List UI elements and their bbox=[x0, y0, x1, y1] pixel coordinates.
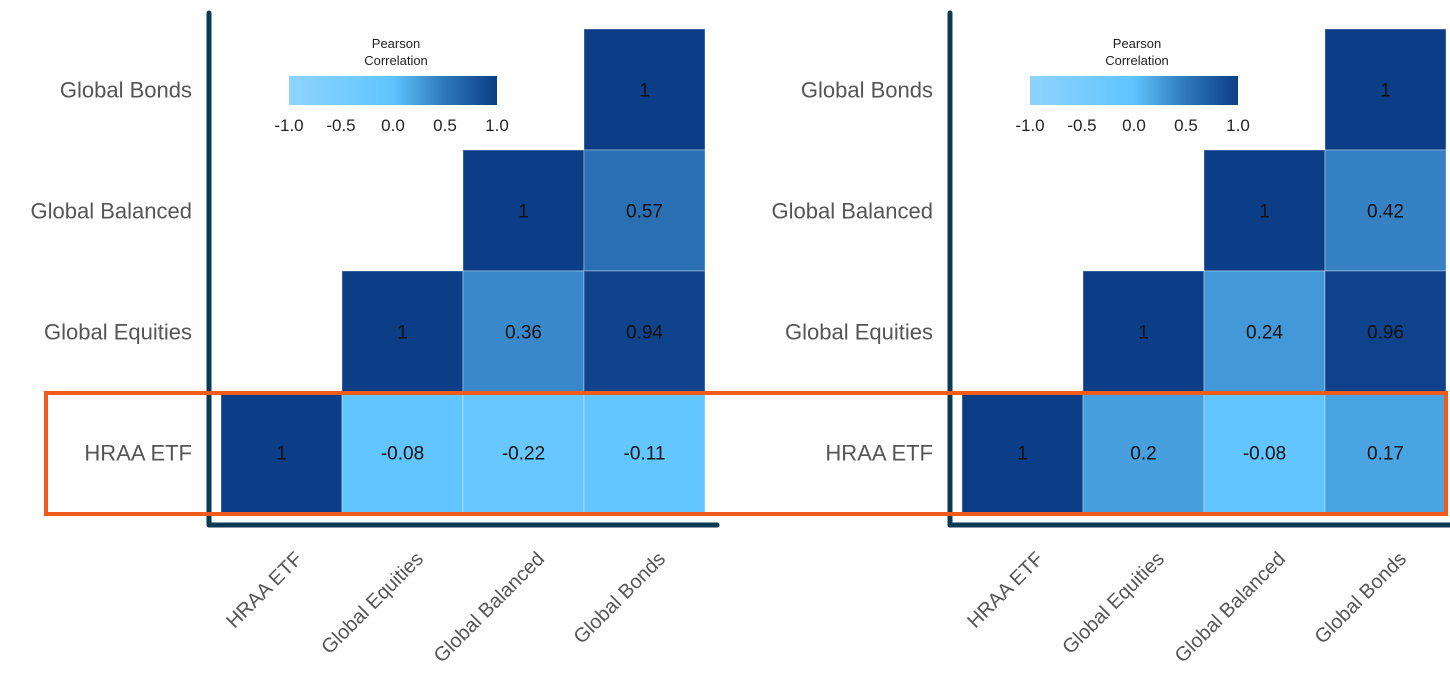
cell-value-label: 0.17 bbox=[1367, 444, 1404, 465]
heatmap-cell bbox=[1203, 270, 1326, 393]
colorbar-tick-label: 0.0 bbox=[381, 116, 405, 135]
heatmap-panel-2: 1 1 0.42 1 0.24 0.96 1 0.2 -0.08 0.17 Global Bonds… bbox=[772, 10, 1450, 667]
colorbar-title-line2: Correlation bbox=[364, 53, 428, 68]
cell-value-label: 1 bbox=[276, 444, 287, 465]
heatmap-cell bbox=[1203, 149, 1326, 272]
y-axis-label: Global Bonds bbox=[60, 78, 192, 103]
cell-value-label: 1 bbox=[1259, 202, 1270, 223]
cell-value-label: 0.96 bbox=[1367, 323, 1404, 344]
heatmap-cell bbox=[583, 270, 706, 393]
colorbar-tick-label: -1.0 bbox=[1015, 116, 1044, 135]
x-axis-label: Global Equities bbox=[1058, 548, 1169, 659]
y-axis-label: Global Equities bbox=[785, 320, 933, 345]
colorbar-tick-label: 0.5 bbox=[433, 116, 457, 135]
colorbar bbox=[1030, 76, 1238, 105]
cell-value-label: 1 bbox=[639, 81, 650, 102]
y-axis-label: Global Bonds bbox=[801, 78, 933, 103]
colorbar-tick-label: 1.0 bbox=[1226, 116, 1250, 135]
colorbar-title-line2: Correlation bbox=[1105, 53, 1169, 68]
heatmap-panel-1: 1 1 0.57 1 0.36 0.94 1 -0.08 -0.22 -0.11 Global Bo… bbox=[31, 10, 720, 667]
cell-value-label: -0.11 bbox=[624, 444, 666, 465]
colorbar-title-line1: Pearson bbox=[372, 36, 420, 51]
cell-value-label: 1 bbox=[1138, 323, 1149, 344]
heatmap-cell bbox=[462, 149, 585, 272]
cell-value-label: 1 bbox=[397, 323, 408, 344]
cell-value-label: -0.22 bbox=[502, 444, 545, 465]
heatmap-cell bbox=[583, 28, 706, 151]
y-axis-label: Global Balanced bbox=[772, 199, 933, 224]
y-axis-label: Global Balanced bbox=[31, 199, 192, 224]
cell-value-label: 1 bbox=[518, 202, 529, 223]
cell-value-label: 0.36 bbox=[505, 323, 542, 344]
x-axis-label: Global Balanced bbox=[430, 548, 549, 667]
colorbar-title-line1: Pearson bbox=[1113, 36, 1161, 51]
heatmap-cell bbox=[1324, 391, 1447, 514]
heatmap-cell bbox=[1324, 270, 1447, 393]
x-axis-label: Global Balanced bbox=[1171, 548, 1290, 667]
y-axis-label: Global Equities bbox=[44, 320, 192, 345]
cell-value-label: 1 bbox=[1017, 444, 1028, 465]
heatmap-cell bbox=[583, 149, 706, 272]
colorbar-tick-label: -1.0 bbox=[274, 116, 303, 135]
colorbar-tick-label: 0.0 bbox=[1122, 116, 1146, 135]
colorbar-tick-label: 0.5 bbox=[1174, 116, 1198, 135]
cell-value-label: 0.57 bbox=[626, 202, 663, 223]
colorbar-tick-label: 1.0 bbox=[485, 116, 509, 135]
cell-value-label: 0.42 bbox=[1367, 202, 1404, 223]
heatmap-cell bbox=[1082, 270, 1205, 393]
x-axis-label: HRAA ETF bbox=[963, 548, 1048, 633]
x-axis-label: Global Equities bbox=[317, 548, 428, 659]
cell-value-label: -0.08 bbox=[381, 444, 424, 465]
heatmap-cell bbox=[961, 391, 1084, 514]
cell-value-label: -0.08 bbox=[1243, 444, 1286, 465]
x-axis-label: Global Bonds bbox=[570, 548, 670, 648]
heatmap-cell bbox=[341, 270, 464, 393]
y-axis-label: HRAA ETF bbox=[825, 441, 933, 466]
heatmap-cell bbox=[1324, 149, 1447, 272]
highlight-box bbox=[44, 391, 1448, 516]
heatmap-cell bbox=[583, 391, 706, 514]
heatmap-cell bbox=[1324, 28, 1447, 151]
colorbar-tick-label: -0.5 bbox=[1067, 116, 1096, 135]
heatmap-cell bbox=[341, 391, 464, 514]
colorbar bbox=[289, 76, 497, 105]
heatmap-cell bbox=[1082, 391, 1205, 514]
cell-value-label: 0.24 bbox=[1246, 323, 1283, 344]
x-axis-label: Global Bonds bbox=[1311, 548, 1411, 648]
cell-value-label: 1 bbox=[1380, 81, 1391, 102]
heatmap-cell bbox=[462, 270, 585, 393]
y-axis-label: HRAA ETF bbox=[84, 441, 192, 466]
x-axis-label: HRAA ETF bbox=[222, 548, 307, 633]
cell-value-label: 0.2 bbox=[1130, 444, 1156, 465]
colorbar-tick-label: -0.5 bbox=[326, 116, 355, 135]
cell-value-label: 0.94 bbox=[626, 323, 663, 344]
